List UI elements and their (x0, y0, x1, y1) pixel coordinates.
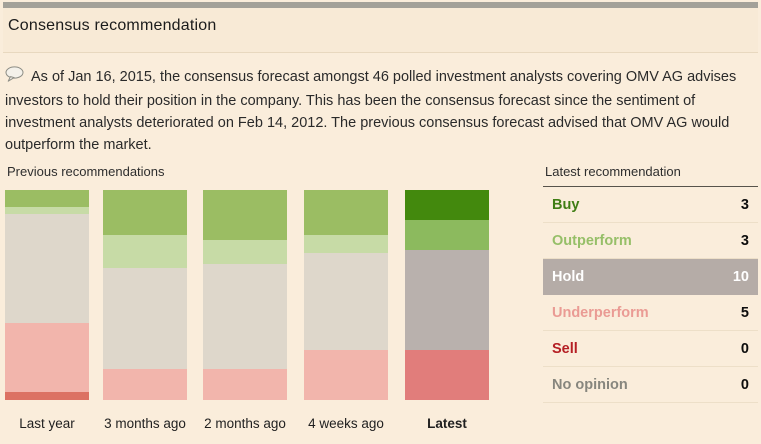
bar-last-year (5, 190, 89, 400)
recommendation-row-buy: Buy 3 (543, 187, 758, 223)
segment-outperform (5, 207, 89, 214)
latest-recommendation-panel: Latest recommendation Buy 3 Outperform 3 Hol… (543, 164, 758, 403)
segment-outperform (304, 234, 388, 253)
bar-axis-label: Latest (427, 416, 467, 431)
recommendation-row-sell: Sell 0 (543, 331, 758, 367)
header-band (3, 8, 758, 53)
bar-axis-label: 2 months ago (204, 416, 286, 431)
recommendation-label-underperform: Underperform (552, 304, 649, 321)
recommendation-row-underperform: Underperform 5 (543, 295, 758, 331)
segment-sell (5, 391, 89, 400)
recommendation-label-outperform: Outperform (552, 232, 632, 249)
segment-hold (405, 250, 489, 350)
previous-recommendations-label: Previous recommendations (7, 164, 165, 179)
segment-hold (103, 267, 187, 369)
segment-outperform (103, 234, 187, 268)
bar-3-months-ago (103, 190, 187, 400)
bar-4-weeks-ago (304, 190, 388, 400)
segment-underperform (405, 350, 489, 400)
segment-buy (103, 190, 187, 235)
recommendation-label-buy: Buy (552, 196, 580, 213)
segment-outperform (405, 220, 489, 250)
bar-latest (405, 190, 489, 400)
top-divider-bar (3, 2, 758, 8)
chart-axis-labels: Last year 3 months ago 2 months ago 4 weeks… (0, 416, 540, 434)
segment-buy (304, 190, 388, 235)
consensus-summary: As of Jan 16, 2015, the consensus foreca… (5, 66, 755, 156)
recommendation-row-outperform: Outperform 3 (543, 223, 758, 259)
recommendation-value-outperform: 3 (740, 232, 749, 249)
segment-underperform (304, 349, 388, 400)
recommendation-value-sell: 0 (740, 340, 749, 357)
segment-hold (5, 213, 89, 323)
segment-outperform (203, 239, 287, 265)
recommendation-row-hold: Hold 10 (543, 259, 758, 295)
bar-axis-label: 4 weeks ago (308, 416, 384, 431)
segment-buy (5, 190, 89, 207)
segment-buy (405, 190, 489, 220)
recommendation-value-buy: 3 (740, 196, 749, 213)
bar-axis-label: 3 months ago (104, 416, 186, 431)
segment-buy (203, 190, 287, 240)
recommendation-label-hold: Hold (552, 268, 585, 285)
stacked-bar-chart (0, 190, 540, 402)
bar-axis-label: Last year (19, 416, 75, 431)
segment-underperform (5, 322, 89, 392)
recommendation-row-no_opinion: No opinion 0 (543, 367, 758, 403)
recommendation-value-underperform: 5 (740, 304, 749, 321)
bar-2-months-ago (203, 190, 287, 400)
speech-bubble-icon (5, 66, 24, 90)
segment-hold (203, 264, 287, 370)
segment-hold (304, 252, 388, 350)
latest-recommendation-title: Latest recommendation (543, 164, 758, 187)
recommendation-label-no_opinion: No opinion (552, 376, 628, 393)
latest-recommendation-table: Buy 3 Outperform 3 Hold 10 Underperform 5 Sell 0 N… (543, 187, 758, 403)
recommendation-label-sell: Sell (552, 340, 578, 357)
consensus-summary-text: As of Jan 16, 2015, the consensus foreca… (5, 69, 737, 153)
segment-underperform (203, 369, 287, 400)
segment-underperform (103, 368, 187, 400)
recommendation-value-hold: 10 (732, 268, 749, 285)
page-title: Consensus recommendation (8, 17, 217, 34)
recommendation-value-no_opinion: 0 (740, 376, 749, 393)
